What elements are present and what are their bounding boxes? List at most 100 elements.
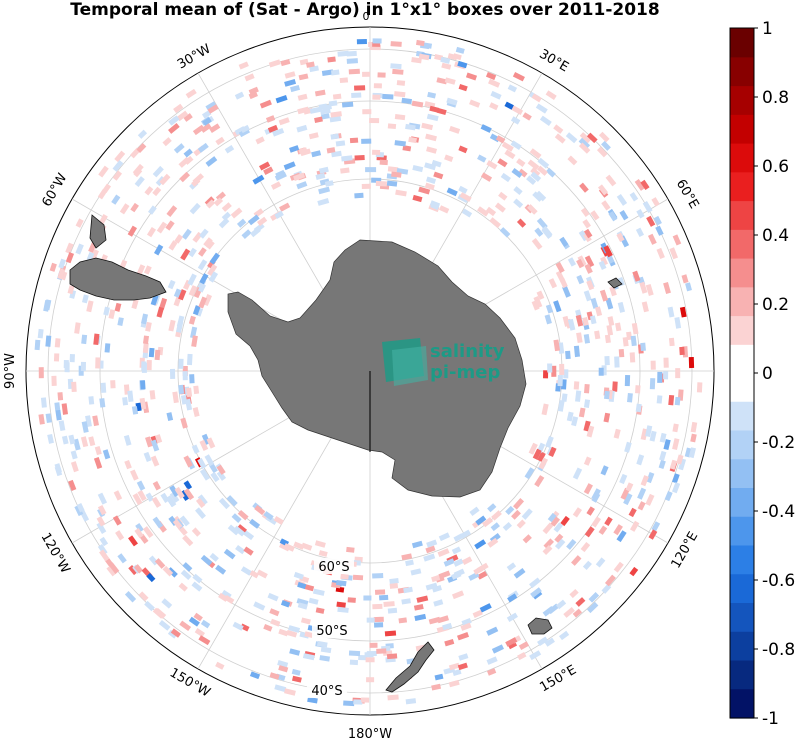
anomaly-cell [249, 570, 260, 579]
anomaly-cell [550, 516, 561, 527]
anomaly-cell [183, 455, 193, 468]
anomaly-cell [293, 172, 306, 182]
anomaly-cell [275, 95, 288, 104]
anomaly-cell [216, 464, 226, 475]
anomaly-cell [629, 520, 640, 532]
anomaly-cell [168, 123, 180, 134]
anomaly-cell [530, 167, 541, 177]
anomaly-cell [256, 216, 268, 227]
anomaly-cell [451, 571, 462, 580]
anomaly-cell [649, 378, 656, 390]
anomaly-cell [659, 432, 667, 443]
anomaly-cell [501, 141, 514, 152]
anomaly-cell [516, 519, 526, 529]
anomaly-cell [410, 568, 422, 576]
anomaly-cell [115, 530, 125, 541]
anomaly-cell [559, 277, 568, 289]
colorbar-block [730, 286, 754, 317]
anomaly-cell [193, 612, 203, 622]
anomaly-cell [192, 124, 205, 136]
anomaly-cell [440, 56, 451, 64]
anomaly-cell [562, 285, 571, 298]
anomaly-cell [395, 189, 407, 197]
anomaly-cell [142, 526, 154, 539]
anomaly-cell [153, 244, 164, 256]
anomaly-cell [57, 268, 66, 280]
anomaly-cell [543, 370, 549, 379]
anomaly-cell [537, 165, 548, 176]
anomaly-cell [545, 435, 554, 448]
anomaly-cell [270, 181, 282, 190]
anomaly-cell [663, 371, 669, 380]
anomaly-cell [584, 263, 593, 274]
anomaly-cell [389, 582, 399, 589]
anomaly-cell [255, 136, 265, 145]
anomaly-cell [174, 486, 185, 499]
anomaly-cell [318, 186, 331, 195]
anomaly-cell [411, 100, 424, 108]
anomaly-cell [553, 339, 560, 352]
anomaly-cell [636, 209, 645, 219]
anomaly-cell [579, 182, 589, 193]
anomaly-cell [289, 648, 301, 656]
anomaly-cell [651, 521, 661, 532]
anomaly-cell [486, 626, 499, 636]
anomaly-cell [174, 234, 184, 244]
anomaly-cell [235, 544, 246, 555]
anomaly-cell [112, 515, 122, 526]
anomaly-cell [606, 324, 614, 336]
anomaly-cell [521, 508, 533, 520]
anomaly-cell [145, 436, 153, 448]
anomaly-cell [249, 518, 261, 529]
anomaly-cell [663, 357, 669, 368]
anomaly-cell [629, 352, 636, 363]
anomaly-cell [688, 356, 695, 369]
anomaly-cell [346, 50, 357, 57]
anomaly-cell [340, 573, 349, 580]
anomaly-cell [57, 392, 64, 401]
anomaly-cell [156, 306, 164, 318]
anomaly-cell [434, 673, 444, 681]
anomaly-cell [489, 102, 499, 111]
anomaly-cell [267, 124, 279, 133]
anomaly-cell [505, 637, 518, 647]
anomaly-cell [69, 354, 75, 363]
anomaly-cell [58, 420, 66, 431]
anomaly-cell [460, 622, 472, 631]
anomaly-cell [45, 413, 52, 423]
colorbar-block [730, 516, 754, 547]
anomaly-cell [629, 192, 639, 202]
anomaly-cell [117, 553, 127, 564]
anomaly-cell [327, 56, 336, 63]
colorbar-block [730, 660, 754, 690]
anomaly-cell [185, 88, 197, 99]
anomaly-cell [54, 338, 61, 348]
anomaly-cell [185, 398, 193, 411]
anomaly-cell [172, 519, 183, 530]
anomaly-cell [232, 621, 244, 631]
anomaly-cell [619, 473, 628, 485]
anomaly-cell [394, 114, 406, 121]
anomaly-cell [154, 349, 161, 361]
anomaly-cell [195, 507, 206, 519]
anomaly-cell [379, 594, 389, 601]
anomaly-cell [300, 617, 311, 625]
anomaly-cell [456, 632, 470, 641]
anomaly-cell [548, 278, 558, 289]
anomaly-cell [137, 489, 147, 502]
anomaly-cell [149, 390, 156, 400]
anomaly-cell [335, 140, 346, 147]
anomaly-cell [537, 636, 549, 647]
anomaly-cell [133, 564, 143, 574]
anomaly-cell [535, 103, 548, 114]
anomaly-cell [152, 165, 164, 178]
anomaly-cell [152, 186, 162, 197]
anomaly-cell [362, 71, 371, 77]
anomaly-cell [244, 73, 255, 82]
colorbar-block [730, 56, 754, 87]
anomaly-cell [136, 480, 146, 491]
anomaly-cell [314, 540, 326, 548]
anomaly-cell [55, 409, 62, 421]
anomaly-cell [542, 545, 553, 555]
